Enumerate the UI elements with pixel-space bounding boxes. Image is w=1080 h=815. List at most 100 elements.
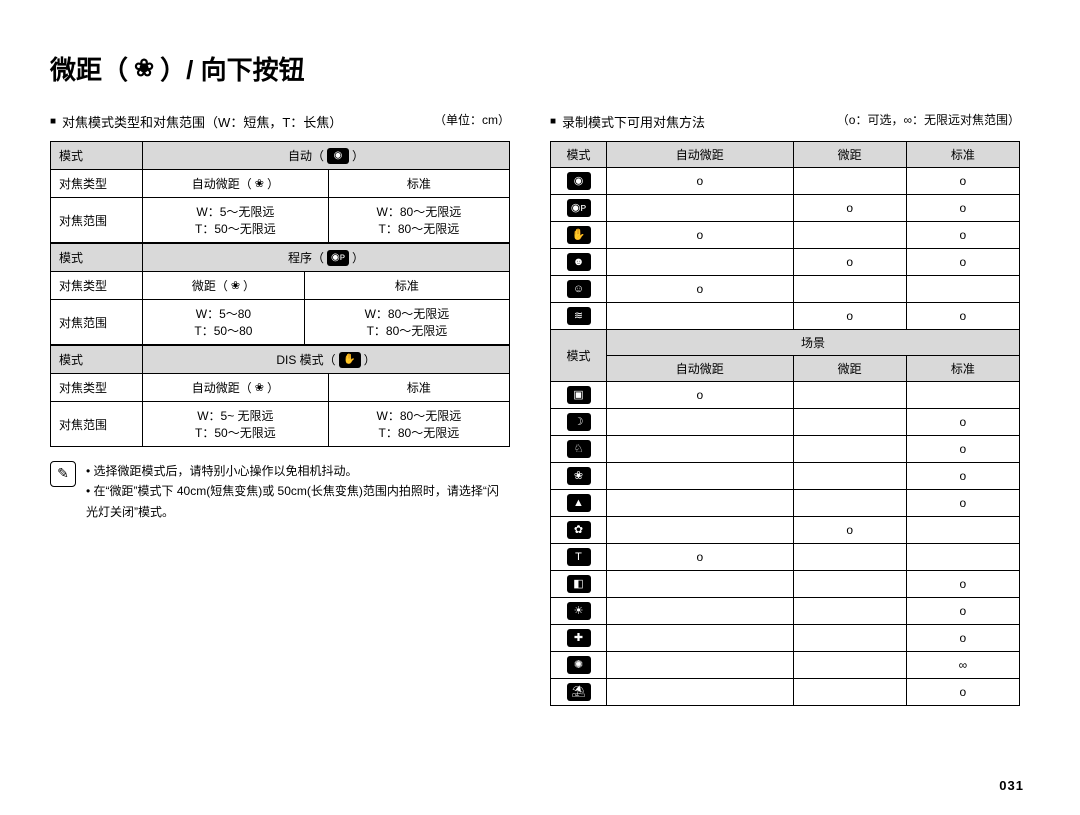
- col-header: 自动微距: [607, 142, 794, 168]
- square-bullet-icon: ■: [50, 116, 56, 127]
- cell: o: [607, 222, 794, 249]
- page-number: 031: [999, 778, 1024, 793]
- focus-range-table: 模式 DIS 模式（ ✋ ） 对焦类型 自动微距（ ❀ ） 标准 对焦范围: [50, 345, 510, 447]
- flower-icon: ❀: [231, 279, 240, 292]
- mode-icon-cell: ≋: [551, 303, 607, 330]
- cell: o: [906, 490, 1019, 517]
- table-row: ◉ᴘ o o: [551, 195, 1020, 222]
- table-row: T o: [551, 544, 1020, 571]
- table-row: ≋ o o: [551, 303, 1020, 330]
- cell: [793, 222, 906, 249]
- focus-type: 标准: [328, 170, 509, 198]
- cell: [793, 409, 906, 436]
- row-label: 对焦范围: [51, 300, 143, 345]
- col-header: 模式: [551, 142, 607, 168]
- cell: [607, 652, 794, 679]
- flower-icon: ❀: [255, 177, 264, 190]
- cell: [607, 490, 794, 517]
- cell: [793, 679, 906, 706]
- mode-icon: T: [567, 548, 591, 566]
- mode-icon: ☀: [567, 602, 591, 620]
- col-header: 自动微距: [607, 356, 794, 382]
- row-label: 模式: [51, 244, 143, 272]
- mode-icon: ✚: [567, 629, 591, 647]
- note-list: 选择微距模式后，请特别小心操作以免相机抖动。在“微距”模式下 40cm(短焦变焦…: [86, 461, 510, 522]
- mode-icon: ✺: [567, 656, 591, 674]
- row-label: 模式: [51, 142, 143, 170]
- title-prefix: 微距（: [50, 50, 128, 87]
- mode-icon: ▣: [567, 386, 591, 404]
- mode-icon-cell: ☽: [551, 409, 607, 436]
- focus-range-table: 模式 自动（ ◉ ） 对焦类型 自动微距（ ❀ ） 标准 对焦范围: [50, 141, 510, 243]
- mode-icon-cell: ❀: [551, 463, 607, 490]
- mode-icon: ✿: [567, 521, 591, 539]
- cell: [906, 517, 1019, 544]
- cell: [607, 249, 794, 276]
- mode-icon-cell: ☺: [551, 276, 607, 303]
- unit-label: （单位：cm）: [434, 111, 510, 128]
- cell: o: [607, 544, 794, 571]
- mode-icon-cell: ◧: [551, 571, 607, 598]
- cell: [607, 571, 794, 598]
- mode-icon-cell: ▲: [551, 490, 607, 517]
- row-label: 对焦范围: [51, 402, 143, 447]
- cell: [793, 544, 906, 571]
- focus-type: 自动微距（ ❀ ）: [143, 374, 329, 402]
- note-box: ✎ 选择微距模式后，请特别小心操作以免相机抖动。在“微距”模式下 40cm(短焦…: [50, 461, 510, 522]
- cell: [793, 276, 906, 303]
- cell: [793, 625, 906, 652]
- mode-icon-cell: ⛱: [551, 679, 607, 706]
- mode-icon: ☽: [567, 413, 591, 431]
- row-label: 对焦范围: [51, 198, 143, 243]
- focus-range: W：80～无限远T：80～无限远: [304, 300, 509, 345]
- cell: o: [906, 463, 1019, 490]
- two-column-layout: ■ 对焦模式类型和对焦范围（W：短焦，T：长焦） （单位：cm） 模式 自动（ …: [50, 111, 1030, 706]
- cell: o: [906, 436, 1019, 463]
- table-row: ✿ o: [551, 517, 1020, 544]
- table-row: ☀ o: [551, 598, 1020, 625]
- mode-icon: ❀: [567, 467, 591, 485]
- table-row: ✚ o: [551, 625, 1020, 652]
- cell: ∞: [906, 652, 1019, 679]
- table-row: ☺ o: [551, 276, 1020, 303]
- table-row: ♘ o: [551, 436, 1020, 463]
- cell: o: [906, 625, 1019, 652]
- focus-range: W：5～无限远T：50～无限远: [143, 198, 329, 243]
- page-root: 微距（ ❀ ）/ 向下按钮 ■ 对焦模式类型和对焦范围（W：短焦，T：长焦） （…: [0, 0, 1080, 736]
- cell: [793, 598, 906, 625]
- focus-range: W：5~ 无限远T：50～无限远: [143, 402, 329, 447]
- cell: [906, 276, 1019, 303]
- table-row: ❀ o: [551, 463, 1020, 490]
- mode-icon: ≋: [567, 307, 591, 325]
- mode-icon-cell: ✚: [551, 625, 607, 652]
- focus-type: 微距（ ❀ ）: [143, 272, 305, 300]
- cell: o: [607, 276, 794, 303]
- focus-methods-table: 模式 自动微距 微距 标准 ◉ o o ◉ᴘ o o ✋ o o ☻ o o ☺…: [550, 141, 1020, 706]
- mode-icon: ♘: [567, 440, 591, 458]
- mode-icon: ◉ᴘ: [567, 199, 591, 217]
- title-suffix: ）/ 向下按钮: [160, 50, 304, 87]
- right-section-header: ■ 录制模式下可用对焦方法 （o：可选，∞：无限远对焦范围）: [550, 111, 1020, 131]
- cell: o: [793, 195, 906, 222]
- page-title: 微距（ ❀ ）/ 向下按钮: [50, 50, 1030, 87]
- mode-icon: ◧: [567, 575, 591, 593]
- focus-type: 自动微距（ ❀ ）: [143, 170, 329, 198]
- cell: [793, 168, 906, 195]
- flower-icon: ❀: [134, 54, 154, 83]
- mode-icon: ✋: [567, 226, 591, 244]
- cell: [906, 544, 1019, 571]
- cell: [607, 679, 794, 706]
- focus-type: 标准: [304, 272, 509, 300]
- row-label: 对焦类型: [51, 374, 143, 402]
- mode-icon-cell: ☀: [551, 598, 607, 625]
- table-row: ◉ o o: [551, 168, 1020, 195]
- col-header: 微距: [793, 142, 906, 168]
- mode-icon: ⛱: [567, 683, 591, 701]
- left-column: ■ 对焦模式类型和对焦范围（W：短焦，T：长焦） （单位：cm） 模式 自动（ …: [50, 111, 510, 706]
- mode-icon-cell: ♘: [551, 436, 607, 463]
- cell: o: [906, 679, 1019, 706]
- scene-header: 场景: [607, 330, 1020, 356]
- cell: [793, 436, 906, 463]
- cell: o: [793, 249, 906, 276]
- mode-icon-cell: ▣: [551, 382, 607, 409]
